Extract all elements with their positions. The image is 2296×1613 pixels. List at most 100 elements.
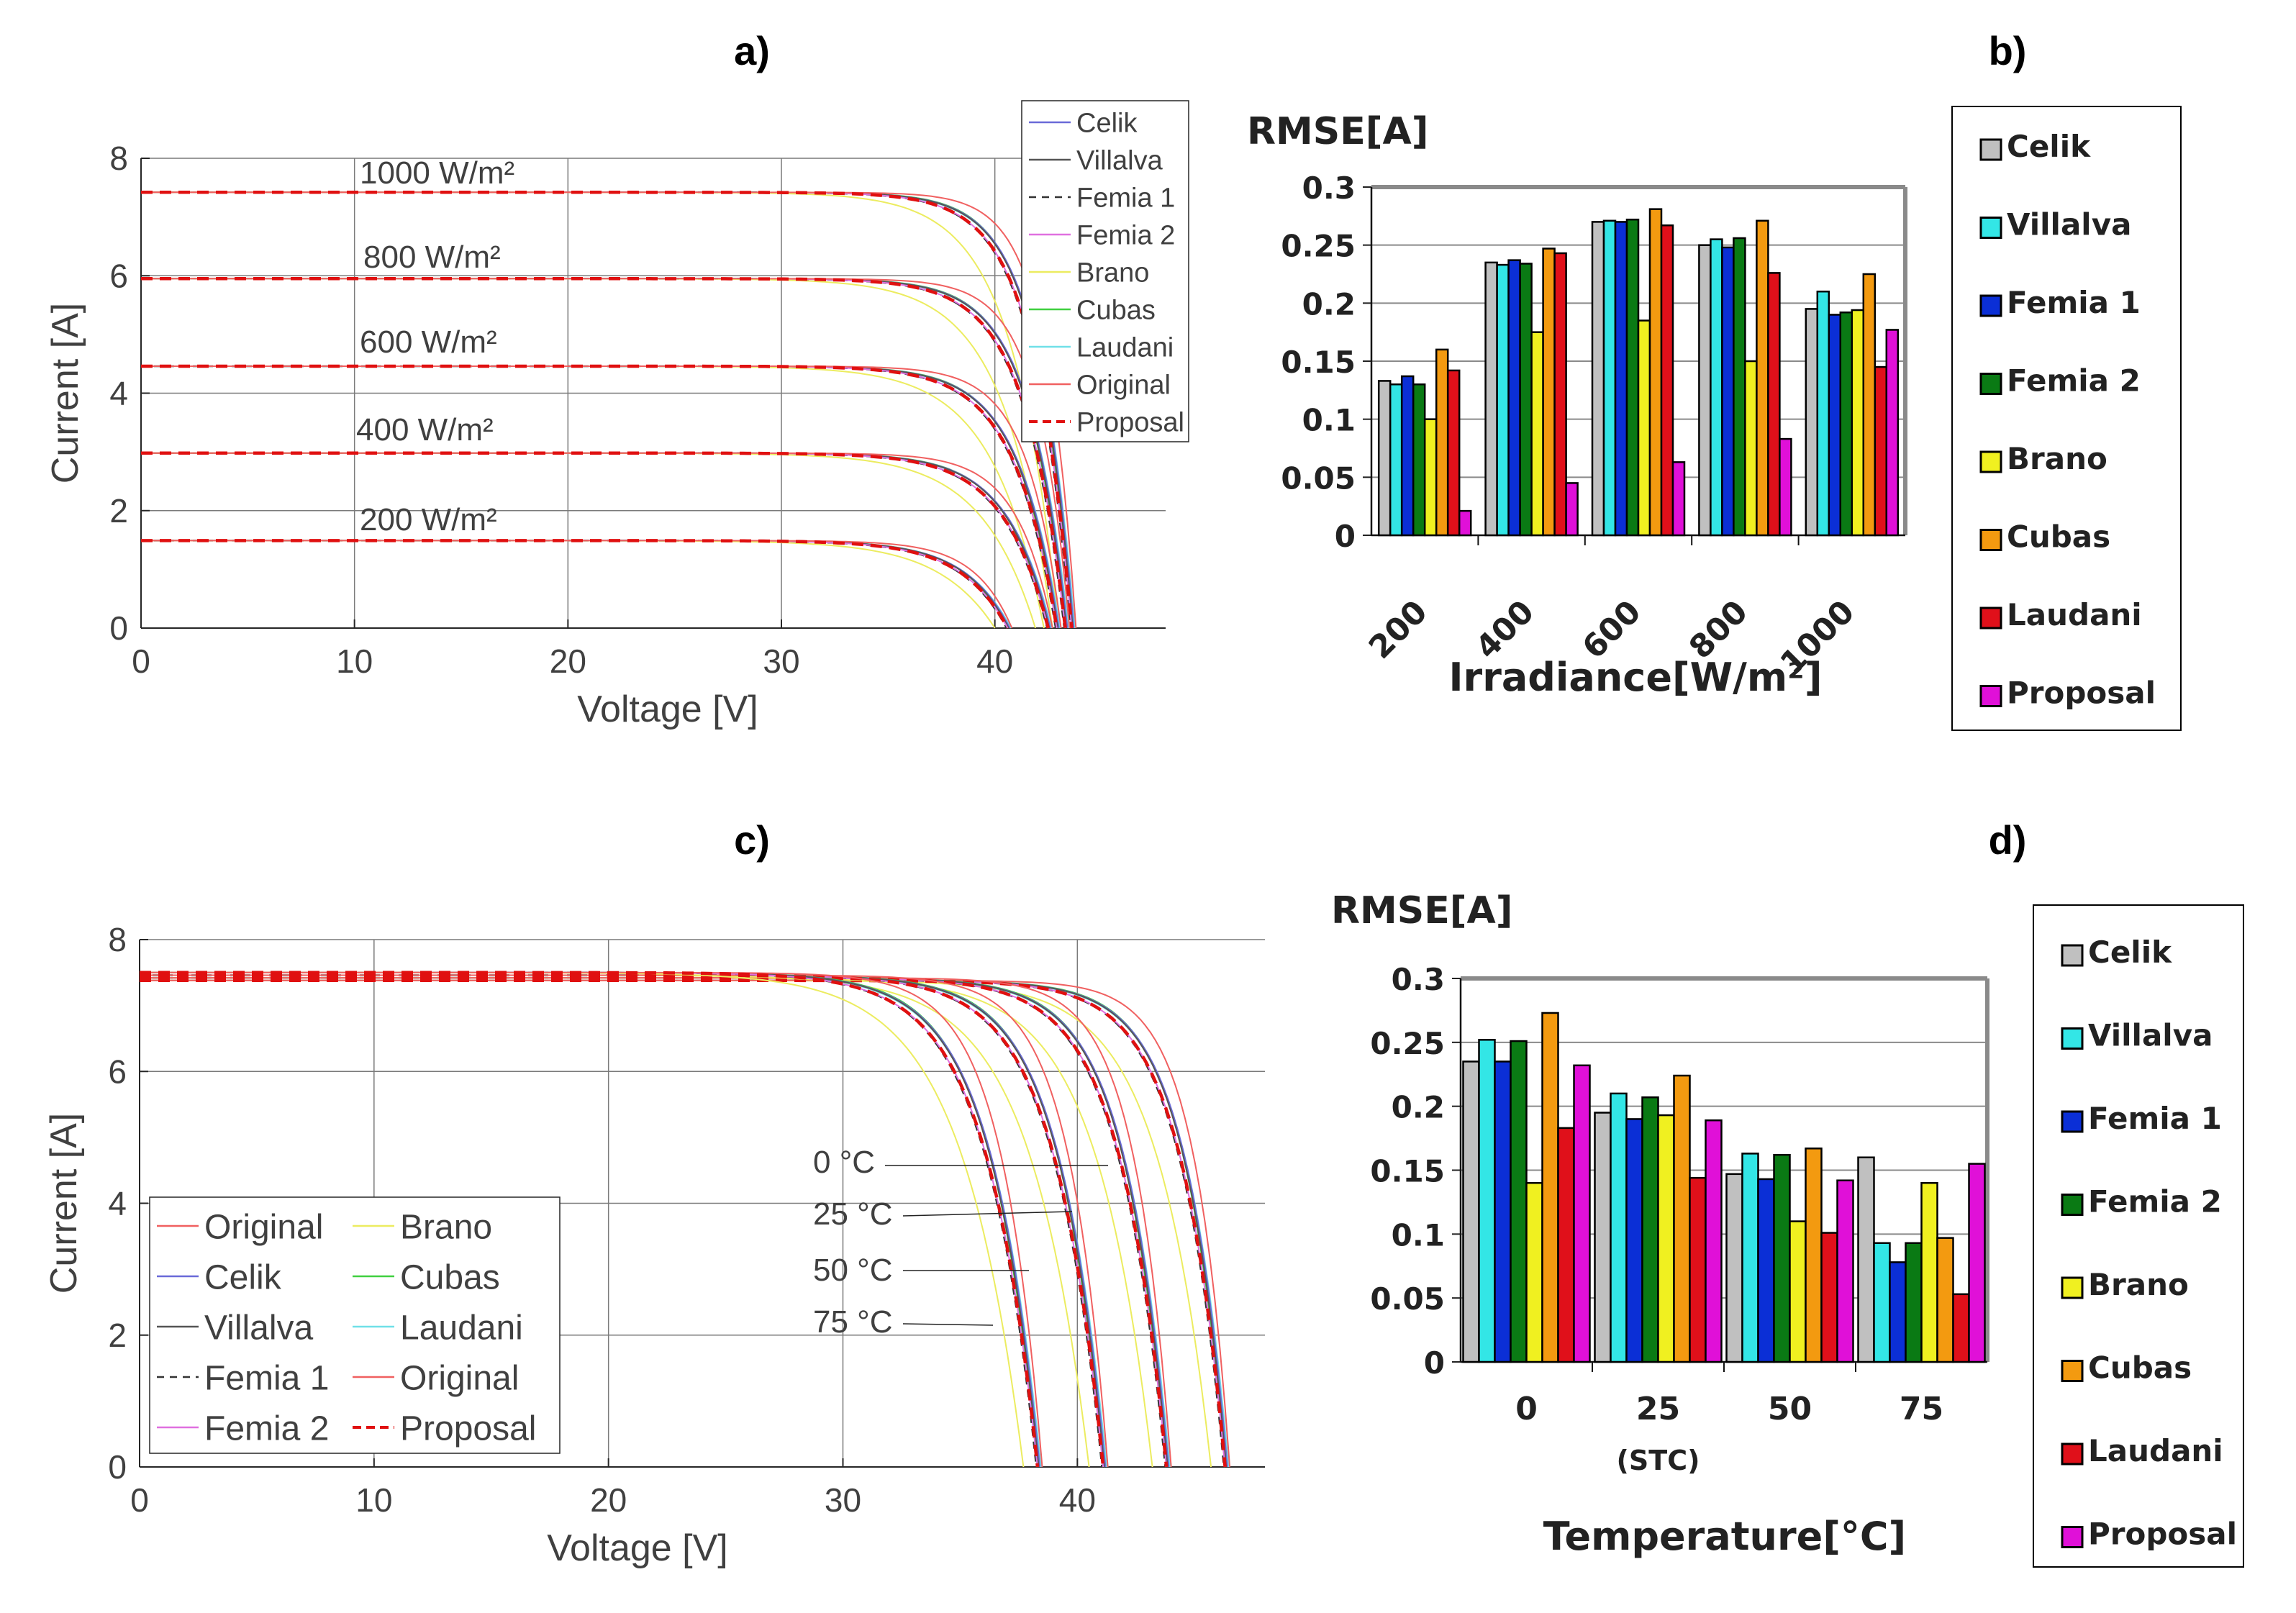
- curve-proposal: [140, 973, 1105, 1468]
- x-axis-label: Voltage [V]: [577, 689, 758, 730]
- x-tick-label: 50: [1768, 1391, 1812, 1427]
- bar-villalva: [1602, 219, 1617, 537]
- legend-label: Brano: [2007, 441, 2107, 476]
- y-tick-label: 0.2: [1392, 1090, 1445, 1125]
- legend-label: Femia 2: [2088, 1184, 2222, 1219]
- curve-annotation: 25 °C: [813, 1196, 893, 1232]
- y-tick-label: 0.2: [1302, 286, 1356, 322]
- panel-d: d) RMSE[A] 0 0.05 0.1 0.15 0.2 0.25 0.3 0 25 50 75 (S…: [1331, 817, 2244, 1568]
- x-tick-label: 0: [1515, 1391, 1538, 1427]
- legend-label: Femia 1: [2088, 1101, 2222, 1136]
- y-tick-label: 0.05: [1370, 1281, 1445, 1317]
- bar-proposal: [1836, 1179, 1854, 1363]
- legend-swatch-proposal: [1979, 685, 2002, 707]
- legend-label: Proposal: [2007, 676, 2156, 711]
- curve-original: [140, 974, 1109, 1468]
- bar-femia-1: [1625, 1118, 1643, 1363]
- legend-label: Laudani: [400, 1309, 523, 1347]
- bar-femia-2: [1839, 311, 1853, 537]
- legend-swatch-femia-2: [1979, 373, 2002, 395]
- bar-femia-1: [1889, 1261, 1907, 1363]
- iv-curve-400-w-m: [141, 451, 1053, 629]
- y-tick-label: 0.15: [1370, 1154, 1445, 1189]
- x-tick-label: 20: [590, 1481, 627, 1519]
- legend-label: Laudani: [2088, 1433, 2223, 1468]
- bar-villalva: [1816, 290, 1830, 537]
- bar-cubas: [1541, 1012, 1559, 1363]
- bar-brano: [1789, 1220, 1807, 1363]
- y-tick-label: 0.3: [1302, 171, 1356, 206]
- x-tick-label: 0: [132, 642, 150, 680]
- panel-label: d): [1989, 817, 2027, 863]
- legend-swatch-laudani: [1979, 606, 2002, 630]
- legend-label: Villalva: [1076, 146, 1163, 176]
- bar-femia-1: [1494, 1060, 1512, 1363]
- legend-label: Celik: [1076, 109, 1138, 139]
- y-axis-label: Current [A]: [45, 303, 86, 483]
- bar-laudani: [1557, 1127, 1575, 1363]
- iv-curve-800-w-m: [141, 277, 1071, 629]
- bar-femia-2: [1412, 383, 1426, 537]
- bar-laudani: [1553, 252, 1567, 537]
- legend-label: Cubas: [400, 1258, 500, 1296]
- x-tick-label: 0: [130, 1481, 149, 1519]
- bar-femia-2: [1773, 1153, 1791, 1363]
- x-axis-label: Voltage [V]: [547, 1527, 728, 1569]
- x-tick-label: 200: [1362, 594, 1435, 666]
- iv-curve-75-c: [140, 971, 1043, 1468]
- y-tick-label: 0: [1424, 1345, 1445, 1381]
- bar-femia-2: [1905, 1242, 1923, 1363]
- y-tick-label: 2: [108, 1317, 127, 1354]
- bar-proposal: [1779, 437, 1792, 537]
- bar-cubas: [1805, 1148, 1823, 1363]
- bar-cubas: [1673, 1074, 1691, 1363]
- bar-brano: [1637, 319, 1651, 537]
- legend-label: Original: [204, 1208, 323, 1246]
- y-axis-label: RMSE[A]: [1247, 110, 1429, 153]
- bar-laudani: [1874, 365, 1888, 537]
- bar-brano: [1525, 1182, 1543, 1363]
- y-tick-label: 8: [109, 140, 128, 177]
- panel-a: a) 0 10 20 30 40 0 2 4 6 8 Voltage [V] Current [A] 10…: [45, 28, 1189, 730]
- bar-villalva: [1741, 1153, 1759, 1363]
- bar-laudani: [1660, 224, 1674, 537]
- y-tick-label: 0: [1335, 519, 1356, 554]
- panel-label: a): [734, 28, 770, 73]
- bar-femia-2: [1641, 1096, 1659, 1363]
- x-tick-label: 30: [763, 642, 799, 680]
- legend-box: [1951, 106, 2182, 731]
- iv-curve-600-w-m: [141, 364, 1062, 629]
- legend-swatch-brano: [2061, 1276, 2084, 1299]
- bar-proposal: [1671, 461, 1686, 537]
- legend-label: Brano: [2088, 1267, 2189, 1302]
- bar-celik: [1805, 308, 1819, 537]
- y-tick-label: 4: [109, 375, 128, 412]
- legend-label: Brano: [400, 1208, 492, 1246]
- legend-swatch-femia-2: [2061, 1194, 2084, 1216]
- bar-femia-2: [1519, 263, 1533, 537]
- bar-villalva: [1496, 263, 1510, 537]
- x-tick-label: 10: [355, 1481, 392, 1519]
- legend-label: Villalva: [2088, 1018, 2213, 1053]
- bar-cubas: [1648, 208, 1663, 537]
- legend-label: Villalva: [2007, 207, 2131, 242]
- iv-curve-25-c: [140, 976, 1172, 1468]
- legend-box: [149, 1196, 561, 1454]
- bar-celik: [1591, 221, 1605, 537]
- bar-celik: [1377, 380, 1392, 537]
- bar-laudani: [1446, 369, 1461, 537]
- annotation-leader: [902, 1211, 1073, 1217]
- bar-femia-2: [1625, 218, 1640, 537]
- bar-femia-1: [1507, 259, 1521, 537]
- bar-femia-1: [1400, 375, 1415, 537]
- legend-swatch-cubas: [1979, 529, 2002, 551]
- legend-label: Cubas: [1076, 296, 1156, 326]
- legend-label: Femia 1: [204, 1359, 329, 1397]
- panel-c: c) 0 10 20 30 40 0 2 4 6 8 Voltage [V] Current [A] 0 …: [43, 817, 1265, 1569]
- y-tick-label: 4: [108, 1185, 127, 1222]
- curve-annotation: 0 °C: [813, 1145, 875, 1180]
- x-tick-label: 75: [1900, 1391, 1943, 1427]
- bar-femia-2: [1510, 1040, 1528, 1363]
